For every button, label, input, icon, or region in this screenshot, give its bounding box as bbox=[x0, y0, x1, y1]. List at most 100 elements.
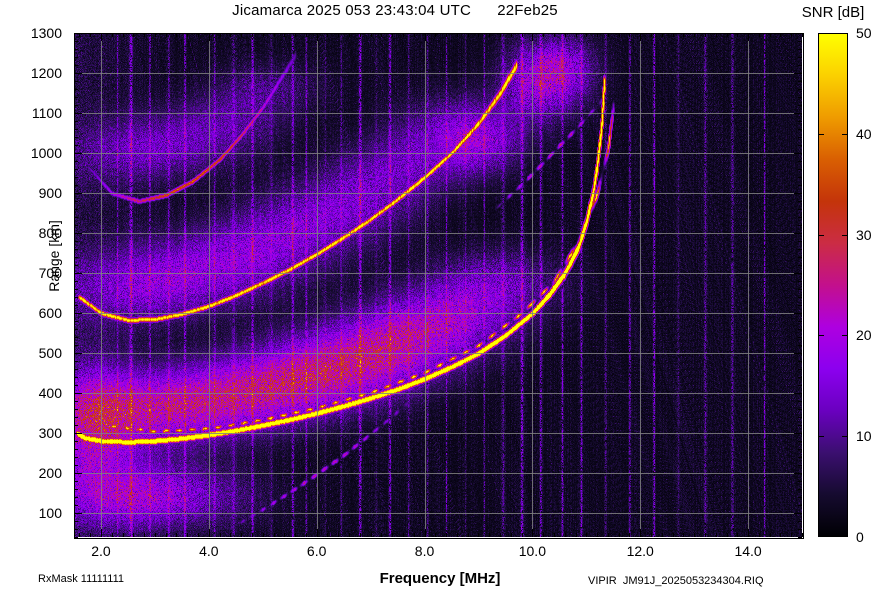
y-tick-minor bbox=[74, 281, 78, 282]
x-tick-minor bbox=[456, 33, 458, 37]
y-tick-minor bbox=[74, 249, 78, 250]
y-tick-major-right bbox=[794, 433, 802, 434]
y-tick-minor-right bbox=[798, 161, 802, 162]
y-tick-minor-right bbox=[798, 417, 802, 418]
y-tick-minor-right bbox=[798, 497, 802, 498]
y-tick-minor bbox=[74, 481, 78, 482]
x-tick-minor-bottom bbox=[349, 533, 351, 537]
x-tick-minor bbox=[802, 33, 803, 37]
x-tick-minor bbox=[521, 33, 523, 37]
y-tick-minor-right bbox=[798, 241, 802, 242]
x-tick-label: 12.0 bbox=[626, 543, 654, 559]
y-tick-minor bbox=[74, 529, 78, 530]
y-tick-minor bbox=[74, 241, 78, 242]
x-tick-minor-bottom bbox=[133, 533, 135, 537]
x-tick-major-bottom bbox=[316, 529, 318, 537]
x-tick-minor-bottom bbox=[359, 533, 361, 537]
y-tick-minor bbox=[74, 377, 78, 378]
x-tick-minor-bottom bbox=[543, 533, 545, 537]
y-tick-minor-right bbox=[798, 337, 802, 338]
x-tick-minor-bottom bbox=[219, 533, 221, 537]
y-tick-minor-right bbox=[798, 521, 802, 522]
x-tick-minor bbox=[370, 33, 372, 37]
x-tick-minor-bottom bbox=[165, 533, 167, 537]
x-tick-minor-bottom bbox=[467, 533, 469, 537]
y-tick-minor-right bbox=[798, 449, 802, 450]
x-tick-minor bbox=[122, 33, 124, 37]
x-tick-minor bbox=[154, 33, 156, 37]
x-tick-minor-bottom bbox=[241, 533, 243, 537]
ionogram-plot-area[interactable] bbox=[74, 33, 802, 537]
colorbar-tick bbox=[818, 133, 824, 135]
x-tick-minor-bottom bbox=[791, 533, 793, 537]
y-tick-minor bbox=[74, 345, 78, 346]
x-tick-minor-bottom bbox=[144, 533, 146, 537]
x-tick-minor-bottom bbox=[154, 533, 156, 537]
y-tick-minor-right bbox=[798, 345, 802, 346]
y-tick-label: 1300 bbox=[30, 25, 62, 41]
x-tick-minor bbox=[564, 33, 566, 37]
colorbar-tick-label: 40 bbox=[856, 125, 872, 142]
x-tick-label: 6.0 bbox=[306, 543, 327, 559]
y-tick-minor-right bbox=[798, 425, 802, 426]
y-tick-major bbox=[74, 113, 82, 114]
y-tick-minor-right bbox=[798, 105, 802, 106]
y-tick-minor bbox=[74, 105, 78, 106]
x-tick-minor-bottom bbox=[802, 533, 803, 537]
y-tick-minor bbox=[74, 457, 78, 458]
x-tick-minor bbox=[607, 33, 609, 37]
y-tick-minor bbox=[74, 289, 78, 290]
colorbar-tick-label: 10 bbox=[856, 428, 872, 445]
x-tick-minor bbox=[694, 33, 696, 37]
x-tick-minor-bottom bbox=[338, 533, 340, 537]
x-tick-minor bbox=[327, 33, 329, 37]
x-tick-minor bbox=[349, 33, 351, 37]
y-tick-minor-right bbox=[798, 97, 802, 98]
y-tick-minor-right bbox=[798, 201, 802, 202]
x-tick-minor-bottom bbox=[295, 533, 297, 537]
y-tick-minor-right bbox=[798, 225, 802, 226]
y-tick-label: 1000 bbox=[30, 145, 62, 161]
x-tick-minor-bottom bbox=[262, 533, 264, 537]
y-tick-minor-right bbox=[798, 289, 802, 290]
y-tick-minor-right bbox=[798, 401, 802, 402]
x-tick-minor bbox=[651, 33, 652, 37]
y-tick-minor bbox=[74, 369, 78, 370]
colorbar[interactable] bbox=[818, 33, 848, 537]
x-tick-minor bbox=[726, 33, 728, 37]
x-tick-minor-bottom bbox=[564, 533, 566, 537]
x-tick-minor-bottom bbox=[111, 533, 113, 537]
y-tick-minor-right bbox=[798, 185, 802, 186]
y-tick-minor bbox=[74, 145, 78, 146]
x-tick-major-bottom bbox=[100, 529, 102, 537]
x-tick-minor bbox=[381, 33, 383, 37]
colorbar-tick bbox=[842, 133, 848, 135]
y-tick-minor bbox=[74, 385, 78, 386]
ionogram-canvas bbox=[74, 33, 802, 537]
y-tick-minor bbox=[74, 41, 78, 42]
x-tick-minor bbox=[402, 33, 404, 37]
y-tick-minor-right bbox=[798, 281, 802, 282]
colorbar-tick bbox=[818, 335, 824, 337]
y-tick-major bbox=[74, 393, 82, 394]
x-axis-label: Frequency [MHz] bbox=[379, 570, 501, 587]
x-tick-minor-bottom bbox=[661, 533, 663, 537]
x-tick-minor bbox=[661, 33, 663, 37]
x-tick-major bbox=[424, 33, 426, 41]
x-tick-label: 2.0 bbox=[91, 543, 111, 559]
x-tick-major bbox=[316, 33, 318, 41]
x-tick-minor-bottom bbox=[597, 533, 599, 537]
x-tick-minor-bottom bbox=[79, 533, 81, 537]
y-tick-minor-right bbox=[798, 305, 802, 306]
y-tick-minor-right bbox=[798, 145, 802, 146]
x-tick-minor-bottom bbox=[737, 533, 739, 537]
x-tick-major-bottom bbox=[640, 529, 642, 537]
y-tick-minor-right bbox=[798, 89, 802, 90]
x-tick-major bbox=[748, 33, 750, 41]
x-tick-minor bbox=[553, 33, 555, 37]
y-tick-minor bbox=[74, 305, 78, 306]
y-tick-minor bbox=[74, 449, 78, 450]
x-tick-minor bbox=[672, 33, 674, 37]
x-tick-minor bbox=[90, 33, 92, 37]
y-tick-label: 900 bbox=[38, 185, 62, 201]
